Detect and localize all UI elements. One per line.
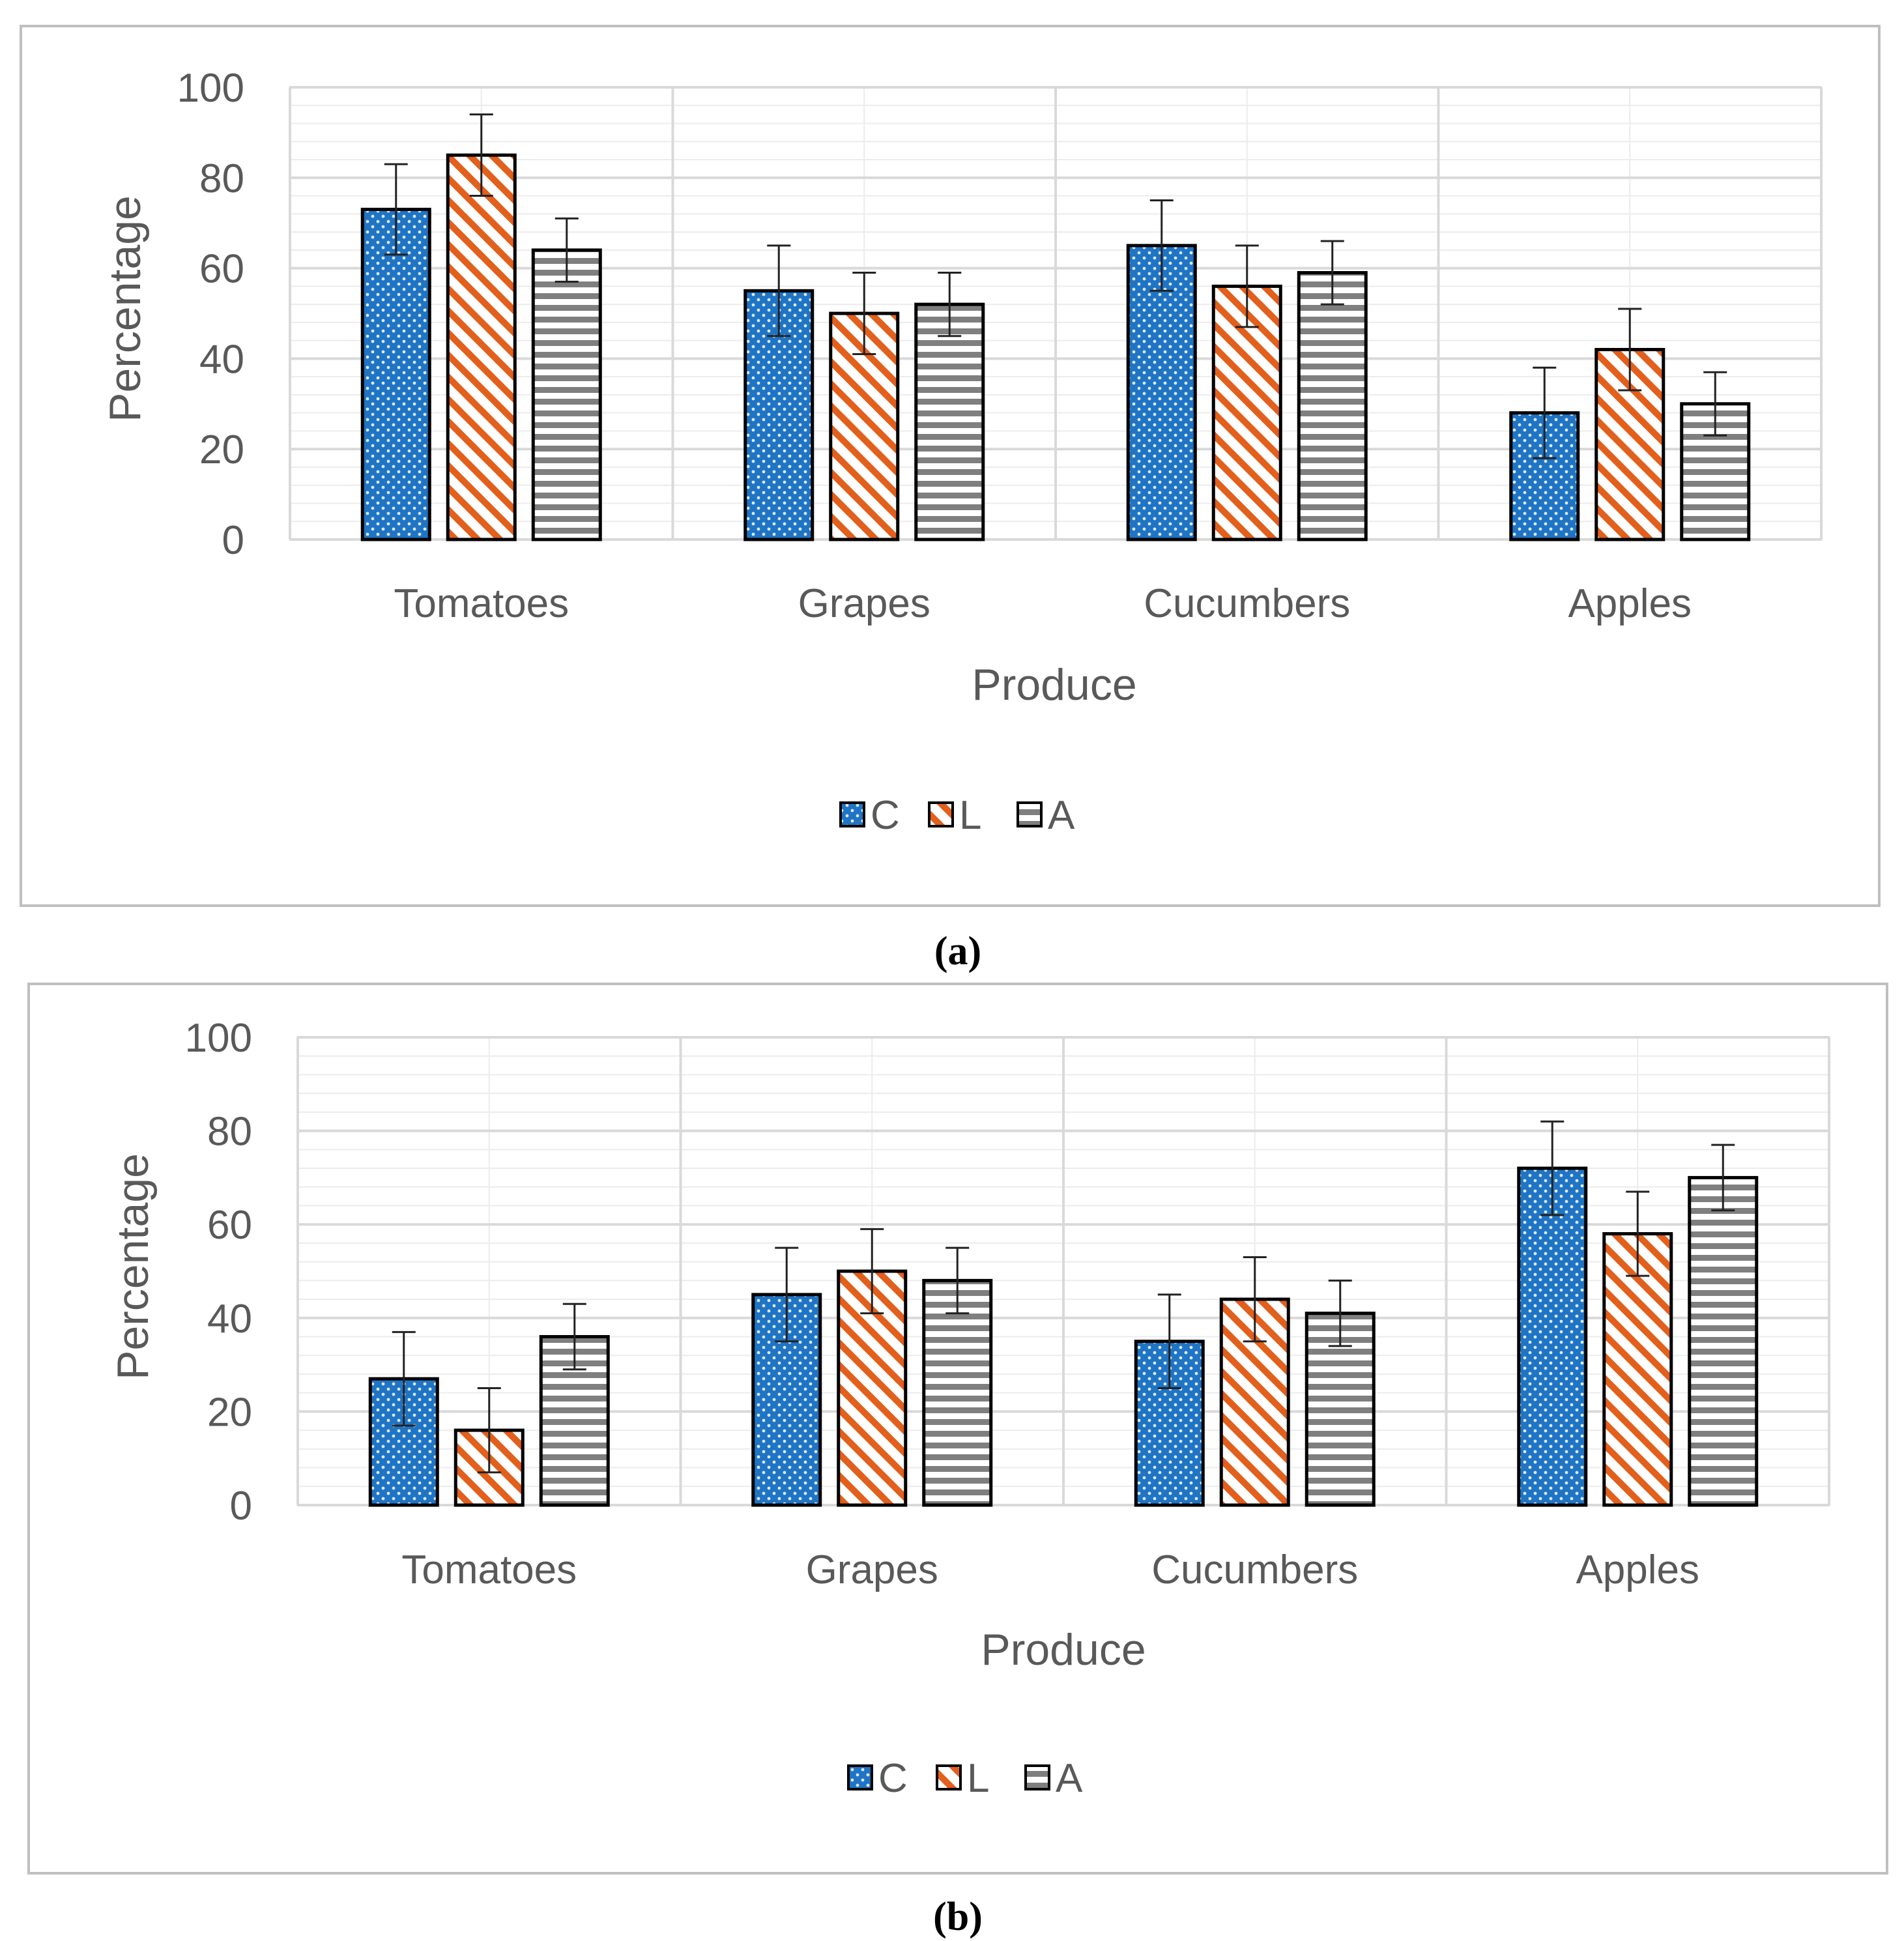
bar-c	[1517, 1166, 1588, 1507]
y-tick-label: 40	[207, 1297, 252, 1342]
bar-a	[914, 302, 985, 541]
legend-label-a: A	[1056, 1756, 1083, 1801]
legend-swatch-c	[839, 801, 865, 827]
y-tick-label: 100	[177, 66, 244, 111]
bar-c	[360, 207, 431, 541]
x-category-label: Tomatoes	[394, 581, 569, 626]
y-tick-label: 0	[222, 518, 244, 563]
legend-label-a: A	[1048, 793, 1075, 838]
y-axis-title-a: Percentage	[100, 195, 150, 422]
y-tick-label: 60	[199, 247, 244, 292]
x-category-label: Tomatoes	[401, 1547, 577, 1592]
x-category-label: Apples	[1576, 1547, 1699, 1592]
bar-a	[1305, 1312, 1376, 1507]
bar-a	[531, 248, 602, 541]
panel-a: 0 20 40 60 80 100 Tomatoes Grapes Cucumbers Appl…	[20, 25, 1881, 907]
y-tick-label: 60	[207, 1203, 252, 1248]
legend-swatch-l	[936, 1764, 962, 1790]
y-ticks-b: 0 20 40 60 80 100	[185, 1016, 252, 1529]
y-ticks-a: 0 20 40 60 80 100	[177, 66, 244, 563]
x-categories-a: Tomatoes Grapes Cucumbers Apples	[394, 581, 1692, 626]
panel-label-a: (a)	[934, 929, 981, 973]
bar-a	[1297, 271, 1368, 541]
legend-swatch-l	[928, 801, 954, 827]
x-axis-title-b: Produce	[981, 1625, 1146, 1675]
y-tick-label: 80	[207, 1110, 252, 1155]
y-tick-label: 40	[199, 337, 244, 382]
panel-b: 0 20 40 60 80 100 Tomatoes Grapes Cucumbers Appl…	[27, 983, 1888, 1875]
bars-b	[368, 1120, 1759, 1507]
legend-label-l: L	[967, 1756, 989, 1801]
bar-l	[446, 153, 517, 541]
x-category-label: Grapes	[806, 1547, 938, 1592]
y-tick-label: 0	[230, 1484, 252, 1529]
legend-label-c: C	[871, 793, 900, 838]
y-tick-label: 20	[207, 1390, 252, 1435]
x-category-label: Grapes	[798, 581, 930, 626]
panel-label-b: (b)	[933, 1895, 983, 1939]
grid-a	[289, 86, 1823, 541]
y-tick-label: 80	[199, 156, 244, 201]
legend-label-l: L	[959, 793, 981, 838]
bars-a	[360, 113, 1751, 541]
bar-l	[1211, 284, 1282, 541]
legend-swatch-c	[847, 1764, 873, 1790]
bar-a	[1688, 1175, 1759, 1507]
y-tick-label: 20	[199, 427, 244, 472]
legend-swatch-a	[1017, 801, 1043, 827]
y-tick-label: 100	[185, 1016, 252, 1061]
x-categories-b: Tomatoes Grapes Cucumbers Apples	[401, 1547, 1699, 1592]
x-category-label: Cucumbers	[1144, 581, 1350, 626]
x-category-label: Apples	[1568, 581, 1692, 626]
legend-swatch-a	[1024, 1764, 1050, 1790]
x-category-label: Cucumbers	[1151, 1547, 1358, 1592]
x-axis-title-a: Produce	[972, 660, 1136, 710]
legend-label-c: C	[878, 1756, 908, 1801]
y-axis-title-b: Percentage	[108, 1153, 158, 1380]
grid-b	[296, 1036, 1830, 1506]
bar-l	[1602, 1232, 1673, 1507]
